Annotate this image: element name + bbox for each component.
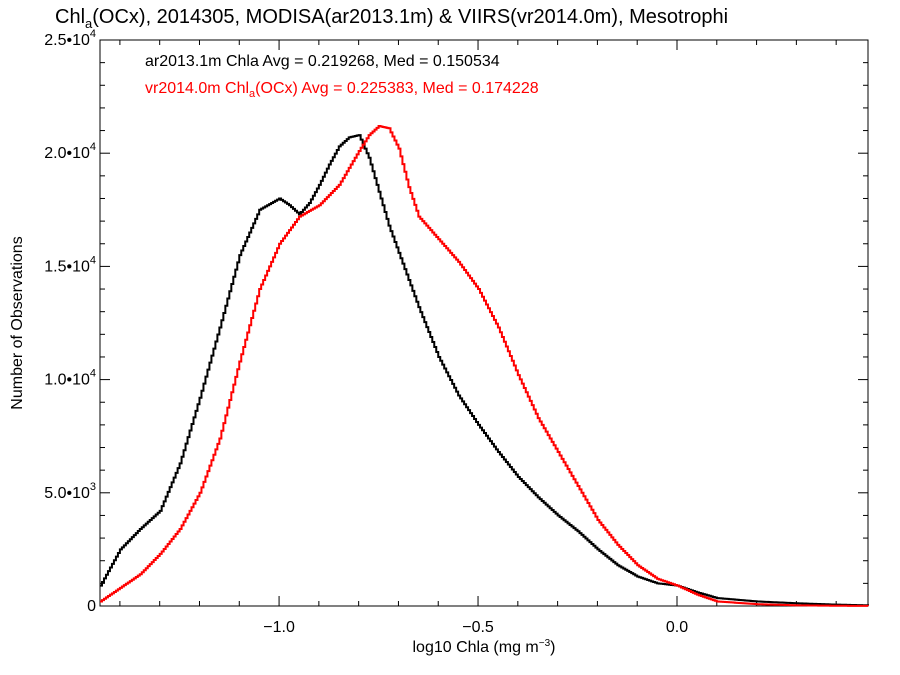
y-tick-label: 1.0•104 [44,368,96,389]
y-axis-label: Number of Observations [9,236,26,409]
axis-ticks: −1.0 −0.5 0.0 0 5.0•103 1.0•104 1.5•104 2.0•104… [44,28,868,636]
annotation-line-2: vr2014.0m Chla(OCx) Avg = 0.225383, Med … [145,80,539,100]
chart-title: Chla(OCx), 2014305, MODISA(ar2013.1m) & … [55,6,729,31]
plot-frame [99,39,869,607]
x-tick-label: −0.5 [462,619,494,636]
y-tick-label: 5.0•103 [44,481,96,502]
x-axis-label: log10 Chla (mg m−3) [412,638,555,656]
annotation-line-1: ar2013.1m Chla Avg = 0.219268, Med = 0.1… [145,53,500,70]
x-tick-label: 0.0 [666,619,688,636]
y-tick-label: 2.5•104 [44,28,96,49]
y-tick-label: 0 [87,598,96,615]
y-tick-label: 1.5•104 [44,254,96,275]
series-layer [100,125,869,607]
series-line-ar2013.1m [100,134,869,607]
x-tick-label: −1.0 [263,619,295,636]
y-tick-label: 2.0•104 [44,141,96,162]
series-line-vr2014.0m [100,125,869,607]
